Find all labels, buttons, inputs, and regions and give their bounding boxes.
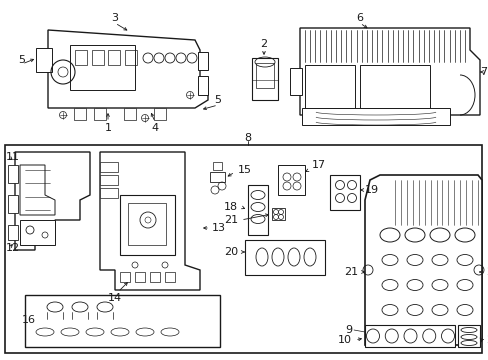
Polygon shape: [100, 152, 200, 290]
Bar: [8, 165, 18, 183]
Bar: [244, 240, 325, 275]
Text: 15: 15: [238, 165, 251, 175]
Polygon shape: [359, 65, 429, 108]
Text: 21: 21: [224, 215, 238, 225]
Bar: [8, 225, 18, 240]
Text: 18: 18: [224, 202, 238, 212]
Bar: [108, 50, 120, 65]
Polygon shape: [271, 208, 285, 220]
Polygon shape: [94, 108, 106, 120]
Polygon shape: [305, 65, 354, 108]
Polygon shape: [302, 108, 449, 125]
Polygon shape: [364, 175, 481, 345]
Polygon shape: [278, 165, 305, 195]
Text: 20: 20: [224, 247, 238, 257]
Bar: [25, 295, 220, 347]
Bar: [70, 45, 135, 90]
Bar: [100, 175, 118, 185]
Polygon shape: [36, 48, 52, 72]
Bar: [5, 145, 481, 353]
Text: 11: 11: [6, 152, 20, 162]
Text: 5: 5: [19, 55, 25, 65]
Text: 21: 21: [485, 267, 488, 277]
Polygon shape: [74, 108, 86, 120]
Polygon shape: [251, 58, 278, 100]
Polygon shape: [209, 172, 224, 182]
Polygon shape: [289, 68, 302, 95]
Text: 2: 2: [260, 39, 267, 49]
Polygon shape: [15, 152, 90, 250]
Text: 4: 4: [151, 123, 158, 133]
Bar: [457, 325, 479, 347]
Bar: [8, 195, 18, 213]
Bar: [128, 203, 165, 245]
Text: 21: 21: [343, 267, 357, 277]
Polygon shape: [299, 28, 479, 115]
Text: 10: 10: [337, 335, 351, 345]
Polygon shape: [135, 272, 145, 282]
Bar: [120, 195, 175, 255]
Bar: [91, 50, 103, 65]
Text: 19: 19: [364, 185, 378, 195]
Polygon shape: [198, 52, 207, 70]
Bar: [100, 188, 118, 198]
Polygon shape: [48, 30, 207, 108]
Text: 9: 9: [344, 325, 351, 335]
Text: 7: 7: [479, 67, 486, 77]
Polygon shape: [120, 272, 130, 282]
Text: 14: 14: [108, 293, 122, 303]
Text: 1: 1: [104, 123, 111, 133]
Bar: [125, 50, 137, 65]
Bar: [100, 162, 118, 172]
Polygon shape: [154, 108, 165, 120]
Polygon shape: [150, 272, 160, 282]
Text: 8: 8: [244, 133, 251, 143]
Bar: [364, 325, 454, 347]
Polygon shape: [213, 162, 222, 170]
Text: 17: 17: [311, 160, 325, 170]
Polygon shape: [198, 76, 207, 95]
Polygon shape: [329, 175, 359, 210]
Bar: [256, 63, 273, 88]
Text: 13: 13: [212, 223, 225, 233]
Text: 16: 16: [22, 315, 36, 325]
Polygon shape: [124, 108, 136, 120]
Polygon shape: [20, 220, 55, 245]
Polygon shape: [247, 185, 267, 235]
Text: 5: 5: [214, 95, 221, 105]
Text: 22: 22: [485, 335, 488, 345]
Polygon shape: [164, 272, 175, 282]
Bar: [75, 50, 87, 65]
Polygon shape: [20, 165, 55, 215]
Text: 12: 12: [6, 243, 20, 253]
Text: 3: 3: [111, 13, 118, 23]
Text: 6: 6: [356, 13, 363, 23]
